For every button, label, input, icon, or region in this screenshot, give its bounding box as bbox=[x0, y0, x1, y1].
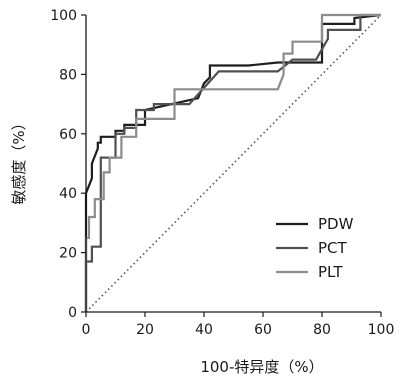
series-line-pct bbox=[84, 13, 381, 312]
y-tick-label: 80 bbox=[59, 67, 77, 83]
axes-layer bbox=[85, 15, 381, 313]
x-tick-label: 40 bbox=[195, 322, 213, 338]
y-tick-label: 0 bbox=[68, 305, 77, 321]
series-layer bbox=[84, 13, 382, 312]
y-tick-label: 40 bbox=[59, 186, 77, 202]
x-tick-label: 80 bbox=[313, 322, 331, 338]
x-tick-label: 100 bbox=[368, 322, 395, 338]
y-axis-title: 敏感度（%） bbox=[10, 115, 28, 204]
x-tick-label: 60 bbox=[254, 322, 272, 338]
x-tick-label: 20 bbox=[136, 322, 154, 338]
series-line-pdw bbox=[84, 13, 382, 312]
ticks-layer: 0 20 40 60 80 100 0 20 40 60 80 100 bbox=[50, 8, 394, 338]
legend: PDW PCT PLT bbox=[276, 215, 354, 281]
y-tick-label: 60 bbox=[59, 127, 77, 143]
legend-label-pct: PCT bbox=[318, 239, 348, 257]
x-axis-title: 100-特异度（%） bbox=[200, 358, 323, 376]
y-tick-label: 20 bbox=[59, 246, 77, 262]
legend-label-plt: PLT bbox=[318, 263, 343, 281]
legend-label-pdw: PDW bbox=[318, 215, 354, 233]
x-tick-label: 0 bbox=[82, 322, 91, 338]
series-line-plt bbox=[84, 13, 381, 312]
y-tick-label: 100 bbox=[50, 8, 77, 24]
